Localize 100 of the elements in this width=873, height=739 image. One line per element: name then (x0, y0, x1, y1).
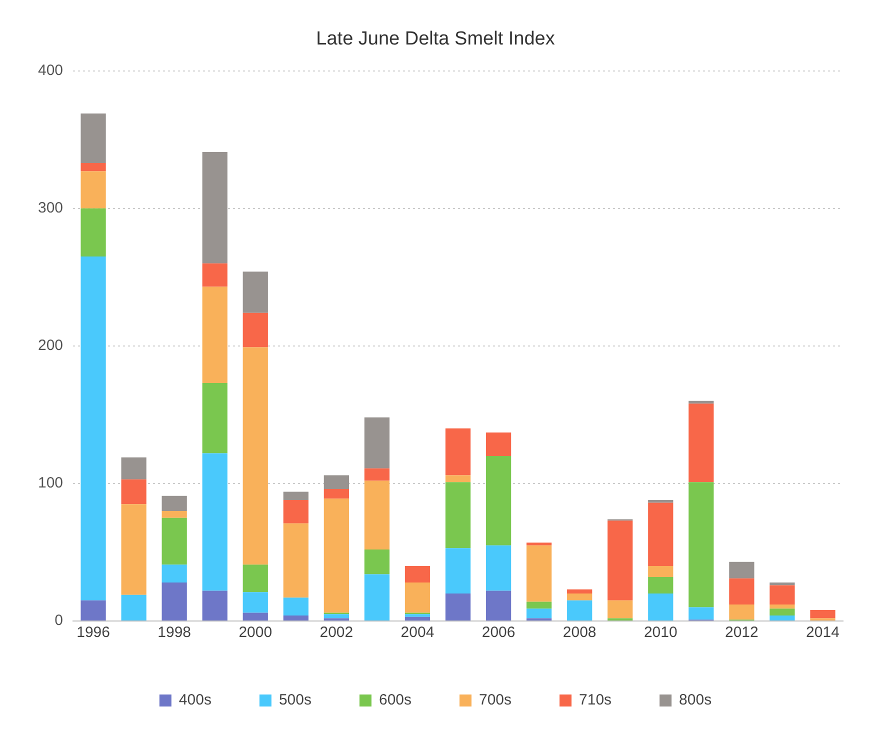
bar (729, 562, 754, 578)
x-tick-label: 1998 (158, 624, 192, 642)
bar (80, 171, 106, 208)
bar (404, 616, 430, 620)
x-tick-label: 2004 (400, 624, 434, 642)
legend-label: 800s (679, 692, 712, 709)
bar (810, 610, 836, 618)
bar (162, 564, 187, 582)
bar (242, 612, 268, 620)
bar (364, 549, 390, 574)
bar (526, 602, 552, 609)
bar (364, 417, 390, 468)
bar (486, 545, 512, 591)
bar (364, 574, 390, 620)
bar (445, 548, 471, 594)
bar (648, 500, 674, 503)
bar (202, 263, 228, 287)
y-tick-label: 100 (38, 474, 64, 492)
bar (770, 616, 795, 620)
legend-label: 710s (579, 692, 612, 709)
bar (242, 272, 268, 313)
bar (729, 578, 754, 604)
bar (770, 604, 795, 609)
bar (486, 432, 512, 456)
bar (688, 404, 714, 482)
y-tick-label: 0 (54, 612, 64, 630)
x-tick-label: 2006 (482, 624, 516, 642)
bar (202, 286, 228, 384)
legend-label: 500s (278, 692, 312, 709)
x-tick-label: 2010 (644, 624, 678, 642)
bar (80, 600, 106, 620)
bar (80, 256, 106, 600)
bar (121, 479, 146, 504)
bar (404, 566, 430, 582)
bar (162, 582, 187, 620)
legend-label: 400s (178, 692, 212, 709)
bar (770, 608, 795, 616)
bar (242, 564, 268, 592)
bar (729, 604, 754, 620)
x-tick-label: 2002 (320, 624, 354, 642)
legend-label: 600s (378, 692, 412, 709)
bar (608, 600, 633, 618)
x-tick-label: 1996 (76, 624, 110, 642)
bar (608, 520, 633, 600)
bar (242, 347, 268, 565)
bar (283, 598, 308, 616)
bar (526, 545, 552, 602)
bar (283, 523, 308, 598)
bar (121, 504, 146, 595)
bar (648, 566, 674, 577)
bar (242, 312, 268, 348)
bar (404, 614, 430, 617)
bar (80, 208, 106, 256)
bar (486, 456, 512, 546)
x-tick-label: 2000 (238, 624, 272, 642)
bar (770, 582, 795, 586)
bar (688, 607, 714, 620)
bar (688, 482, 714, 608)
y-tick-label: 400 (38, 62, 64, 79)
bar (526, 608, 552, 618)
bar (445, 475, 471, 482)
chart-title: Late June Delta Smelt Index (316, 28, 556, 50)
bar (648, 593, 674, 620)
bar (202, 453, 228, 591)
bar (486, 590, 512, 620)
bar (324, 475, 349, 489)
legend-label: 700s (479, 692, 512, 709)
bar (404, 582, 430, 613)
bar (80, 113, 106, 163)
bar (242, 592, 268, 613)
bar (162, 510, 187, 518)
bar (324, 488, 349, 499)
y-tick-label: 300 (38, 199, 64, 216)
bar (526, 542, 552, 546)
bar (121, 594, 146, 620)
bar (770, 585, 795, 604)
bar (648, 502, 674, 566)
bar (162, 518, 187, 565)
bar (688, 400, 714, 404)
bar (162, 496, 187, 511)
bar (283, 500, 308, 524)
bar (364, 480, 390, 550)
bar (445, 428, 471, 476)
bar (283, 492, 308, 500)
y-tick-label: 200 (38, 337, 64, 354)
bar (364, 468, 390, 481)
bar (567, 593, 592, 600)
bar (567, 600, 592, 620)
bar (324, 498, 349, 613)
bar (121, 457, 146, 480)
bar (445, 482, 471, 548)
bar (202, 152, 228, 264)
bar (567, 589, 592, 594)
bar (648, 576, 674, 594)
bar (283, 616, 308, 620)
x-tick-label: 2012 (725, 624, 758, 642)
bar (445, 593, 471, 620)
bar (202, 590, 228, 620)
x-tick-label: 2008 (562, 624, 596, 642)
bar (202, 383, 228, 454)
